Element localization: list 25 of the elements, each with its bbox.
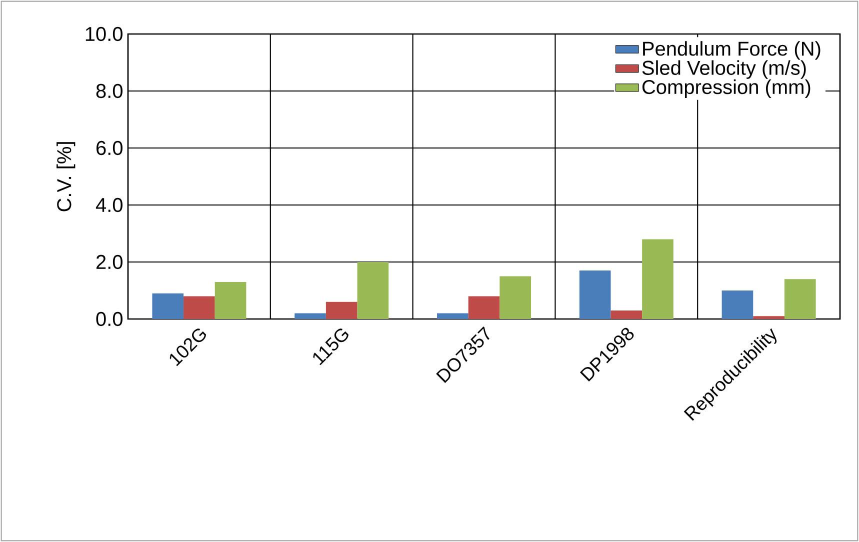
bar xyxy=(214,282,246,319)
bar xyxy=(184,296,215,319)
bar xyxy=(610,310,642,319)
bar xyxy=(326,302,358,319)
bar xyxy=(294,313,326,319)
legend-label: Pendulum Force (N) xyxy=(643,41,820,60)
y-tick-label: 0.0 xyxy=(96,312,122,326)
legend-label: Compression (mm) xyxy=(642,79,810,98)
bar xyxy=(468,296,500,319)
bar xyxy=(500,276,531,319)
bar xyxy=(152,293,184,319)
bar xyxy=(722,290,754,319)
bar xyxy=(357,262,389,319)
bar xyxy=(753,316,784,319)
bar xyxy=(784,279,816,319)
legend-label: Sled Velocity (m/s) xyxy=(642,60,806,79)
y-axis-title: C.V. [%] xyxy=(56,142,76,212)
y-tick-label: 10.0 xyxy=(86,26,122,42)
bar xyxy=(437,313,468,319)
y-tick-label: 6.0 xyxy=(96,140,122,156)
y-tick-label: 2.0 xyxy=(96,254,122,270)
y-tick-label: 8.0 xyxy=(96,84,122,98)
y-tick-label: 4.0 xyxy=(96,198,122,212)
bar xyxy=(642,239,674,319)
bar xyxy=(579,270,611,319)
